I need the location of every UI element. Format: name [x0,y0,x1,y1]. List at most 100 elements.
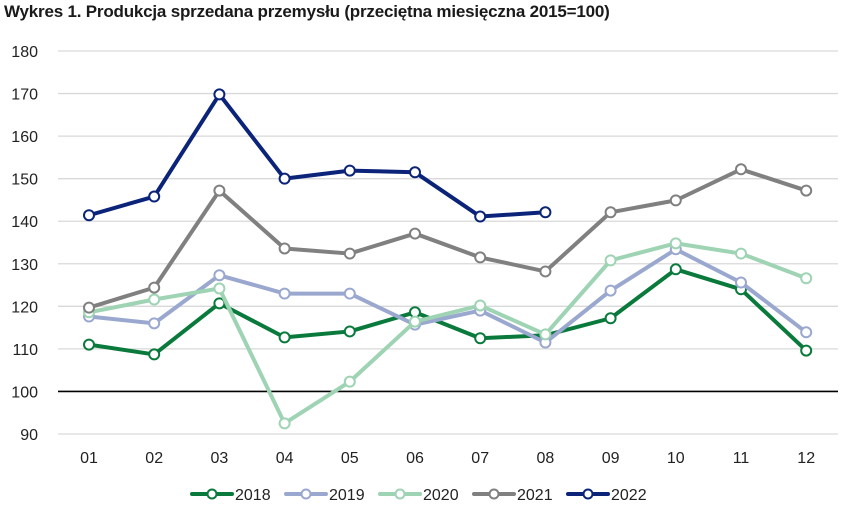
data-point-2020-11 [735,247,747,260]
data-point-2018-10 [669,263,682,276]
series-2020 [83,237,813,430]
x-tick-label: 05 [341,450,359,467]
data-point-2018-12 [800,344,813,357]
series-2021 [83,163,813,314]
legend-item-2022: 2022 [566,487,647,504]
data-point-2021-10 [669,194,682,207]
chart-title: Wykres 1. Produkcja sprzedana przemysłu … [4,2,610,21]
data-point-2020-03 [213,282,226,295]
data-point-2018-04 [278,331,291,344]
data-point-2020-08 [539,328,552,341]
legend-item-2020: 2020 [378,487,459,504]
legend-label: 2019 [329,487,365,504]
data-point-2021-01 [83,301,95,314]
series-line-2019 [88,247,808,345]
data-point-2019-12 [800,326,813,339]
legend-item-2018: 2018 [190,487,271,504]
data-point-2021-07 [474,251,487,264]
data-point-2022-06 [409,166,421,179]
data-point-2021-08 [539,265,552,278]
series-line-2020 [88,241,807,426]
series-2019 [83,243,813,349]
data-point-2022-04 [278,172,291,185]
data-point-2021-12 [800,184,813,197]
x-tick-label: 02 [145,450,163,467]
data-point-2020-06 [409,315,421,328]
data-point-2018-02 [148,348,161,361]
y-tick-label: 100 [11,384,38,401]
data-point-2018-05 [343,325,356,338]
legend-label: 2022 [611,487,647,504]
data-point-2019-11 [735,276,747,289]
data-point-2021-11 [735,163,747,176]
data-point-2020-04 [278,417,291,430]
data-point-2019-04 [278,287,291,300]
y-tick-label: 140 [11,214,38,231]
x-tick-label: 07 [471,450,489,467]
data-point-2021-04 [278,242,291,255]
y-tick-label: 150 [11,172,38,189]
y-tick-label: 170 [11,87,38,104]
data-point-2022-01 [83,209,95,222]
data-point-2021-03 [213,184,226,197]
legend-label: 2020 [423,487,459,504]
data-point-2022-07 [474,210,487,223]
y-tick-label: 180 [11,44,38,61]
data-point-2022-03 [213,88,226,101]
data-point-2020-02 [148,293,161,306]
y-tick-label: 120 [11,299,38,316]
data-point-2020-09 [604,254,617,267]
series-lines [83,88,813,430]
data-point-2022-05 [343,164,356,177]
x-tick-label: 08 [537,450,555,467]
x-tick-label: 03 [211,450,229,467]
series-line-2018 [88,267,808,357]
y-tick-label: 110 [12,342,38,359]
x-tick-label: 04 [276,450,294,467]
data-point-2022-08 [539,206,552,219]
y-tick-label: 90 [20,427,38,444]
data-point-2019-09 [604,284,617,297]
data-point-2021-05 [343,247,356,260]
x-tick-label: 11 [733,450,750,467]
legend-item-2019: 2019 [284,487,365,504]
y-tick-label: 130 [11,257,38,274]
x-tick-label: 10 [667,450,685,467]
x-tick-label: 01 [80,450,98,467]
series-line-2022 [88,92,546,219]
data-point-2022-02 [148,190,161,203]
y-axis-ticks: 90 100 110 120 130 140 150 160 170 180 [11,44,38,444]
legend-marker [582,488,594,500]
legend-label: 2018 [235,487,271,504]
legend: 2018 2019 2020 2021 2022 [190,487,647,504]
data-point-2018-07 [474,332,487,345]
gridlines [58,50,838,435]
data-point-2019-02 [148,317,161,330]
legend-item-2021: 2021 [472,487,553,504]
series-2018 [83,263,813,361]
series-line-2021 [88,167,807,310]
legend-marker [206,488,218,500]
x-tick-label: 12 [797,450,815,467]
data-point-2018-09 [604,312,617,325]
x-tick-label: 09 [602,450,620,467]
data-point-2020-12 [800,272,813,285]
data-point-2021-06 [409,227,421,240]
legend-marker [488,488,500,500]
data-point-2020-05 [343,375,356,388]
data-point-2020-10 [669,237,682,250]
data-point-2020-07 [474,299,487,312]
data-point-2019-05 [343,287,356,300]
series-2022 [83,88,552,223]
x-tick-label: 06 [406,450,424,467]
data-point-2021-09 [604,206,617,219]
legend-marker [394,488,406,500]
data-point-2019-03 [213,269,226,282]
y-tick-label: 160 [11,129,38,146]
data-point-2021-02 [148,281,161,294]
data-point-2018-01 [83,338,95,351]
legend-label: 2021 [517,487,553,504]
legend-marker [300,488,312,500]
x-axis-ticks: 01 02 03 04 05 06 07 08 09 10 11 12 [80,450,815,467]
